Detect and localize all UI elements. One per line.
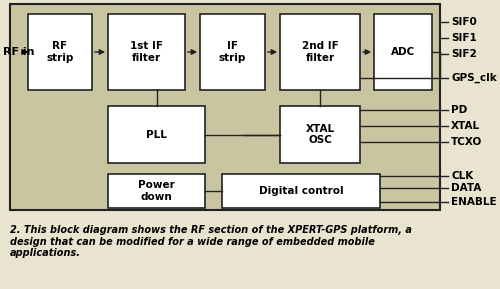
Text: CLK: CLK — [451, 171, 473, 181]
Text: XTAL
OSC: XTAL OSC — [306, 124, 334, 145]
Text: GPS_clk: GPS_clk — [451, 73, 497, 83]
Bar — [222, 174, 380, 208]
Text: IF
strip: IF strip — [219, 41, 246, 63]
Text: Digital control: Digital control — [258, 186, 344, 196]
Text: PLL: PLL — [146, 129, 167, 140]
Text: 1st IF
filter: 1st IF filter — [130, 41, 163, 63]
Bar — [280, 14, 360, 90]
Text: PD: PD — [451, 105, 467, 115]
Text: RF
strip: RF strip — [46, 41, 74, 63]
Text: ADC: ADC — [391, 47, 415, 57]
Text: 2nd IF
filter: 2nd IF filter — [302, 41, 339, 63]
Bar — [280, 106, 360, 163]
Bar — [200, 14, 265, 90]
Text: XTAL: XTAL — [451, 121, 480, 131]
Text: RF in: RF in — [3, 47, 34, 57]
Text: DATA: DATA — [451, 183, 482, 193]
Text: Power
down: Power down — [138, 180, 175, 202]
Text: SIF2: SIF2 — [451, 49, 477, 59]
Bar — [108, 14, 185, 90]
Bar — [374, 14, 432, 90]
Bar — [10, 4, 440, 210]
Text: SIF0: SIF0 — [451, 17, 477, 27]
Text: TCXO: TCXO — [451, 137, 482, 147]
Text: ENABLE: ENABLE — [451, 197, 496, 207]
Text: SIF1: SIF1 — [451, 33, 477, 43]
Text: 2. This block diagram shows the RF section of the XPERT-GPS platform, a
design t: 2. This block diagram shows the RF secti… — [10, 225, 412, 258]
Bar — [108, 174, 205, 208]
Bar — [108, 106, 205, 163]
Bar — [28, 14, 92, 90]
